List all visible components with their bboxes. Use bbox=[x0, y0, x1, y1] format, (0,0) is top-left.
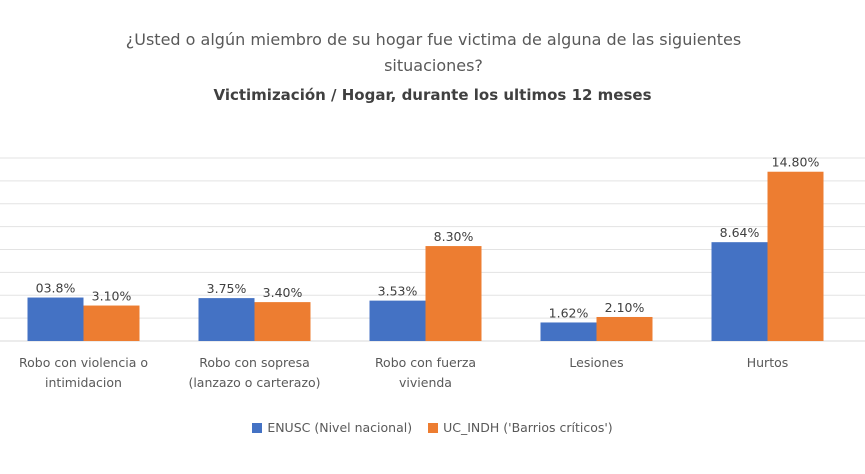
category-label-3: Lesiones bbox=[569, 355, 623, 370]
legend-swatch-enusc bbox=[252, 422, 263, 433]
data-label-uc-indh-2: 8.30% bbox=[434, 229, 474, 244]
category-label-0: intimidacion bbox=[45, 375, 122, 390]
bar-uc-indh-1 bbox=[254, 302, 311, 341]
bar-enusc-0 bbox=[27, 297, 84, 341]
chart-title-line-1: ¿Usted o algún miembro de su hogar fue v… bbox=[125, 30, 742, 49]
category-label-2: vivienda bbox=[399, 375, 452, 390]
legend: ENUSC (Nivel nacional) UC_INDH ('Barrios… bbox=[0, 420, 865, 435]
category-label-0: Robo con violencia o bbox=[19, 355, 148, 370]
data-label-enusc-3: 1.62% bbox=[549, 305, 589, 320]
bar-uc-indh-2 bbox=[425, 246, 482, 341]
bar-enusc-2 bbox=[369, 300, 426, 341]
chart-subtitle: Victimización / Hogar, durante los ultim… bbox=[213, 86, 652, 104]
bar-uc-indh-4 bbox=[767, 171, 824, 341]
data-label-uc-indh-1: 3.40% bbox=[263, 285, 303, 300]
bar-enusc-3 bbox=[540, 322, 597, 341]
legend-label-uc-indh: UC_INDH ('Barrios críticos') bbox=[443, 420, 613, 435]
data-label-uc-indh-0: 3.10% bbox=[92, 289, 132, 304]
category-label-4: Hurtos bbox=[747, 355, 789, 370]
bar-enusc-4 bbox=[711, 242, 768, 341]
data-label-uc-indh-4: 14.80% bbox=[772, 155, 820, 170]
chart-title-line-2: situaciones? bbox=[384, 56, 483, 75]
category-label-2: Robo con fuerza bbox=[375, 355, 476, 370]
data-label-enusc-0: 03.8% bbox=[36, 281, 76, 296]
bar-enusc-1 bbox=[198, 298, 255, 341]
legend-item-uc-indh: UC_INDH ('Barrios críticos') bbox=[428, 420, 613, 435]
category-label-1: (lanzazo o carterazo) bbox=[188, 375, 320, 390]
data-label-enusc-1: 3.75% bbox=[207, 281, 247, 296]
data-label-uc-indh-3: 2.10% bbox=[605, 300, 645, 315]
legend-swatch-uc-indh bbox=[428, 422, 439, 433]
legend-item-enusc: ENUSC (Nivel nacional) bbox=[252, 420, 412, 435]
bar-uc-indh-3 bbox=[596, 316, 653, 341]
category-label-1: Robo con sopresa bbox=[199, 355, 310, 370]
data-label-enusc-4: 8.64% bbox=[720, 225, 760, 240]
data-label-enusc-2: 3.53% bbox=[378, 284, 418, 299]
bar-uc-indh-0 bbox=[83, 305, 140, 341]
legend-label-enusc: ENUSC (Nivel nacional) bbox=[267, 420, 413, 435]
